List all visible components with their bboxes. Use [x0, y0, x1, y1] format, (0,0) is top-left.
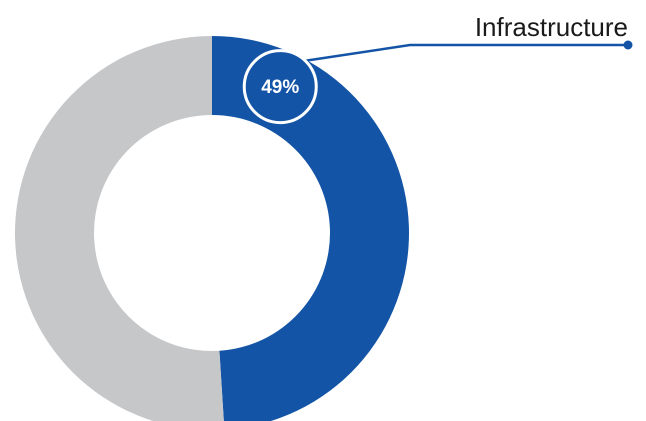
donut-slice-1 — [15, 36, 224, 421]
callout-layer: Infrastructure 49% — [242, 12, 633, 125]
value-badge-label: 49% — [261, 77, 299, 98]
callout-label: Infrastructure — [475, 12, 628, 42]
donut-slice-0 — [212, 36, 409, 421]
callout-end-dot — [623, 40, 633, 50]
callout-leader-line — [306, 43, 628, 62]
value-badge — [242, 49, 318, 125]
slices-layer — [15, 36, 409, 421]
